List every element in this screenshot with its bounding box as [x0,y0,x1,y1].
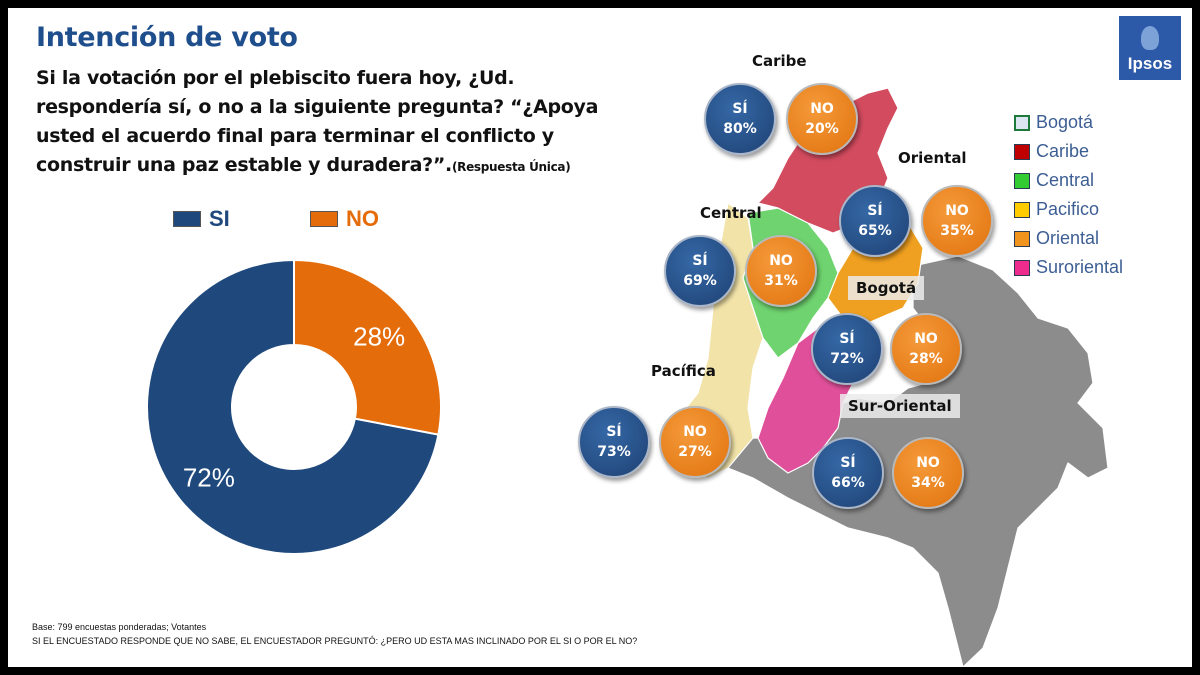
map-legend-label: Caribe [1036,141,1090,161]
footer-base: Base: 799 encuestas ponderadas; Votantes [32,622,207,632]
bubble-label: SÍ [867,203,883,219]
map-legend-item: Bogotá [1014,108,1123,137]
bubble-value: 72% [830,351,864,367]
oriental-si-bubble: SÍ 65% [839,185,911,257]
map-legend-item: Caribe [1014,137,1123,166]
legend-si-label: SI [209,206,230,231]
pacifica-si-bubble: SÍ 73% [578,406,650,478]
map-legend-swatch [1014,114,1030,131]
donut-slice-si [146,258,440,555]
legend-no-label: NO [346,206,379,231]
bubble-label: NO [916,455,940,471]
pacifica-no-bubble: NO 27% [659,406,731,478]
legend-no: NO [310,206,379,232]
question-note: (Respuesta Única) [451,160,571,174]
logo-head-icon [1141,26,1159,50]
bubble-value: 66% [831,475,865,491]
question-text: Si la votación por el plebiscito fuera h… [36,67,599,176]
slide: Intención de voto Si la votación por el … [8,8,1192,667]
bubble-label: NO [945,203,969,219]
central-si-bubble: SÍ 69% [664,235,736,307]
map-legend-item: Pacifico [1014,195,1123,224]
suroriental-no-bubble: NO 34% [892,437,964,509]
map-legend-swatch [1014,172,1030,189]
bubble-label: NO [683,424,707,440]
bubble-label: SÍ [606,424,622,440]
bubble-label: SÍ [732,101,748,117]
bubble-value: 34% [911,475,945,491]
central-no-bubble: NO 31% [745,235,817,307]
bubble-value: 27% [678,444,712,460]
region-label-oriental: Oriental [898,149,967,167]
page-title: Intención de voto [36,22,298,53]
legend-no-swatch [310,211,338,227]
donut-label-no: 28% [353,322,405,352]
survey-question: Si la votación por el plebiscito fuera h… [36,64,646,182]
bubble-value: 28% [909,351,943,367]
region-label-suroriental: Sur-Oriental [840,394,960,418]
map-legend-label: Pacifico [1036,199,1100,219]
oriental-no-bubble: NO 35% [921,185,993,257]
bubble-value: 69% [683,273,717,289]
donut-label-si: 72% [183,462,235,492]
bubble-value: 20% [805,121,839,137]
map-legend-label: Bogotá [1036,112,1094,132]
legend-si: SI [173,206,230,232]
footer-note: SI EL ENCUESTADO RESPONDE QUE NO SABE, E… [32,636,638,646]
bubble-value: 35% [940,223,974,239]
bubble-value: 73% [597,444,631,460]
map-legend-swatch [1014,143,1030,160]
map-legend-label: Suroriental [1036,257,1124,277]
region-label-central: Central [700,204,762,222]
bubble-value: 65% [858,223,892,239]
map-legend-label: Oriental [1036,228,1100,248]
colombia-map [662,87,1109,667]
suroriental-si-bubble: SÍ 66% [812,437,884,509]
bubble-label: NO [769,253,793,269]
map-legend-item: Oriental [1014,224,1123,253]
map-legend-item: Central [1014,166,1123,195]
bubble-value: 31% [764,273,798,289]
bubble-label: SÍ [692,253,708,269]
donut-slice-no [293,258,442,436]
logo-text: Ipsos [1127,54,1173,73]
ipsos-logo: Ipsos [1119,16,1181,80]
donut-chart: 72% 28% [146,258,442,555]
map-legend-swatch [1014,201,1030,218]
caribe-no-bubble: NO 20% [786,83,858,155]
map-legend: Bogotá Caribe Central Pacifico Oriental … [1014,108,1123,282]
bubble-label: NO [914,331,938,347]
map-legend-label: Central [1036,170,1095,190]
bubble-label: NO [810,101,834,117]
region-label-caribe: Caribe [752,52,807,70]
caribe-si-bubble: SÍ 80% [704,83,776,155]
map-legend-swatch [1014,259,1030,276]
bubble-label: SÍ [840,455,856,471]
bogota-si-bubble: SÍ 72% [811,313,883,385]
map-legend-item: Suroriental [1014,253,1123,282]
map-legend-swatch [1014,230,1030,247]
bubble-value: 80% [723,121,757,137]
bubble-label: SÍ [839,331,855,347]
region-label-pacifica: Pacífica [651,362,716,380]
region-label-bogota: Bogotá [848,276,925,300]
legend-si-swatch [173,211,201,227]
bogota-no-bubble: NO 28% [890,313,962,385]
